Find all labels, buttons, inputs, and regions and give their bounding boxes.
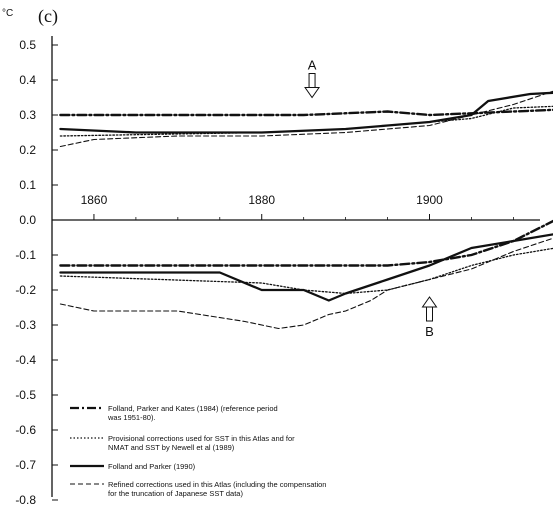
annotations: ABBB xyxy=(304,58,438,339)
y-tick-label: -0.6 xyxy=(15,423,36,437)
legend-item: Refined corrections used in this Atlas (… xyxy=(70,480,326,498)
x-tick-label: 1900 xyxy=(416,193,443,207)
y-tick-label: 0.4 xyxy=(19,73,36,87)
series-1-line xyxy=(59,108,553,117)
legend-item: Folland and Parker (1990) xyxy=(70,462,196,471)
series-4-line xyxy=(59,237,553,330)
arrow-shaft xyxy=(308,73,316,88)
x-tick-label: 1880 xyxy=(248,193,275,207)
series-group xyxy=(59,90,553,330)
arrow-head xyxy=(304,87,321,99)
y-tick-label: 0.5 xyxy=(19,38,36,52)
legend-label: Provisional corrections used for SST in … xyxy=(108,434,295,452)
series-3-line xyxy=(59,91,553,134)
y-tick-label: 0.3 xyxy=(19,108,36,122)
series-2-line xyxy=(59,247,553,295)
legend: Folland, Parker and Kates (1984) (refere… xyxy=(70,404,326,498)
annotation-arrow: B xyxy=(421,296,438,339)
annotation-label: B xyxy=(425,324,434,339)
annotation-label: A xyxy=(308,58,317,73)
y-tick-label: -0.3 xyxy=(15,318,36,332)
panel-label: (c) xyxy=(38,6,58,27)
y-tick-label: 0.1 xyxy=(19,178,36,192)
y-tick-label: 0.2 xyxy=(19,143,36,157)
y-ticks: 0.5 0.4 0.3 0.2 0.1 0.0 -0.1 -0.2 -0.3 -0.4 -0.5 -0… xyxy=(15,38,58,507)
arrow-shaft xyxy=(426,306,433,322)
legend-item: Provisional corrections used for SST in … xyxy=(70,434,295,452)
legend-label: Folland and Parker (1990) xyxy=(108,462,196,471)
y-unit-label: °C xyxy=(2,8,13,19)
legend-label: Refined corrections used in this Atlas (… xyxy=(108,480,326,498)
y-tick-label: -0.5 xyxy=(15,388,36,402)
y-tick-label: 0.0 xyxy=(19,213,36,227)
arrow-head xyxy=(421,296,438,308)
legend-label: Folland, Parker and Kates (1984) (refere… xyxy=(107,404,278,422)
series-1-line xyxy=(59,219,553,267)
y-tick-label: -0.4 xyxy=(15,353,36,367)
annotation-arrow: A xyxy=(304,58,321,99)
series-3-line xyxy=(59,233,553,302)
legend-item: Folland, Parker and Kates (1984) (refere… xyxy=(70,404,278,422)
y-tick-label: -0.7 xyxy=(15,458,36,472)
y-tick-label: -0.8 xyxy=(15,493,36,507)
x-ticks: 1860188019001920194019601980 xyxy=(81,193,514,220)
y-tick-label: -0.2 xyxy=(15,283,36,297)
x-tick-label: 1860 xyxy=(81,193,108,207)
y-tick-label: -0.1 xyxy=(15,248,36,262)
